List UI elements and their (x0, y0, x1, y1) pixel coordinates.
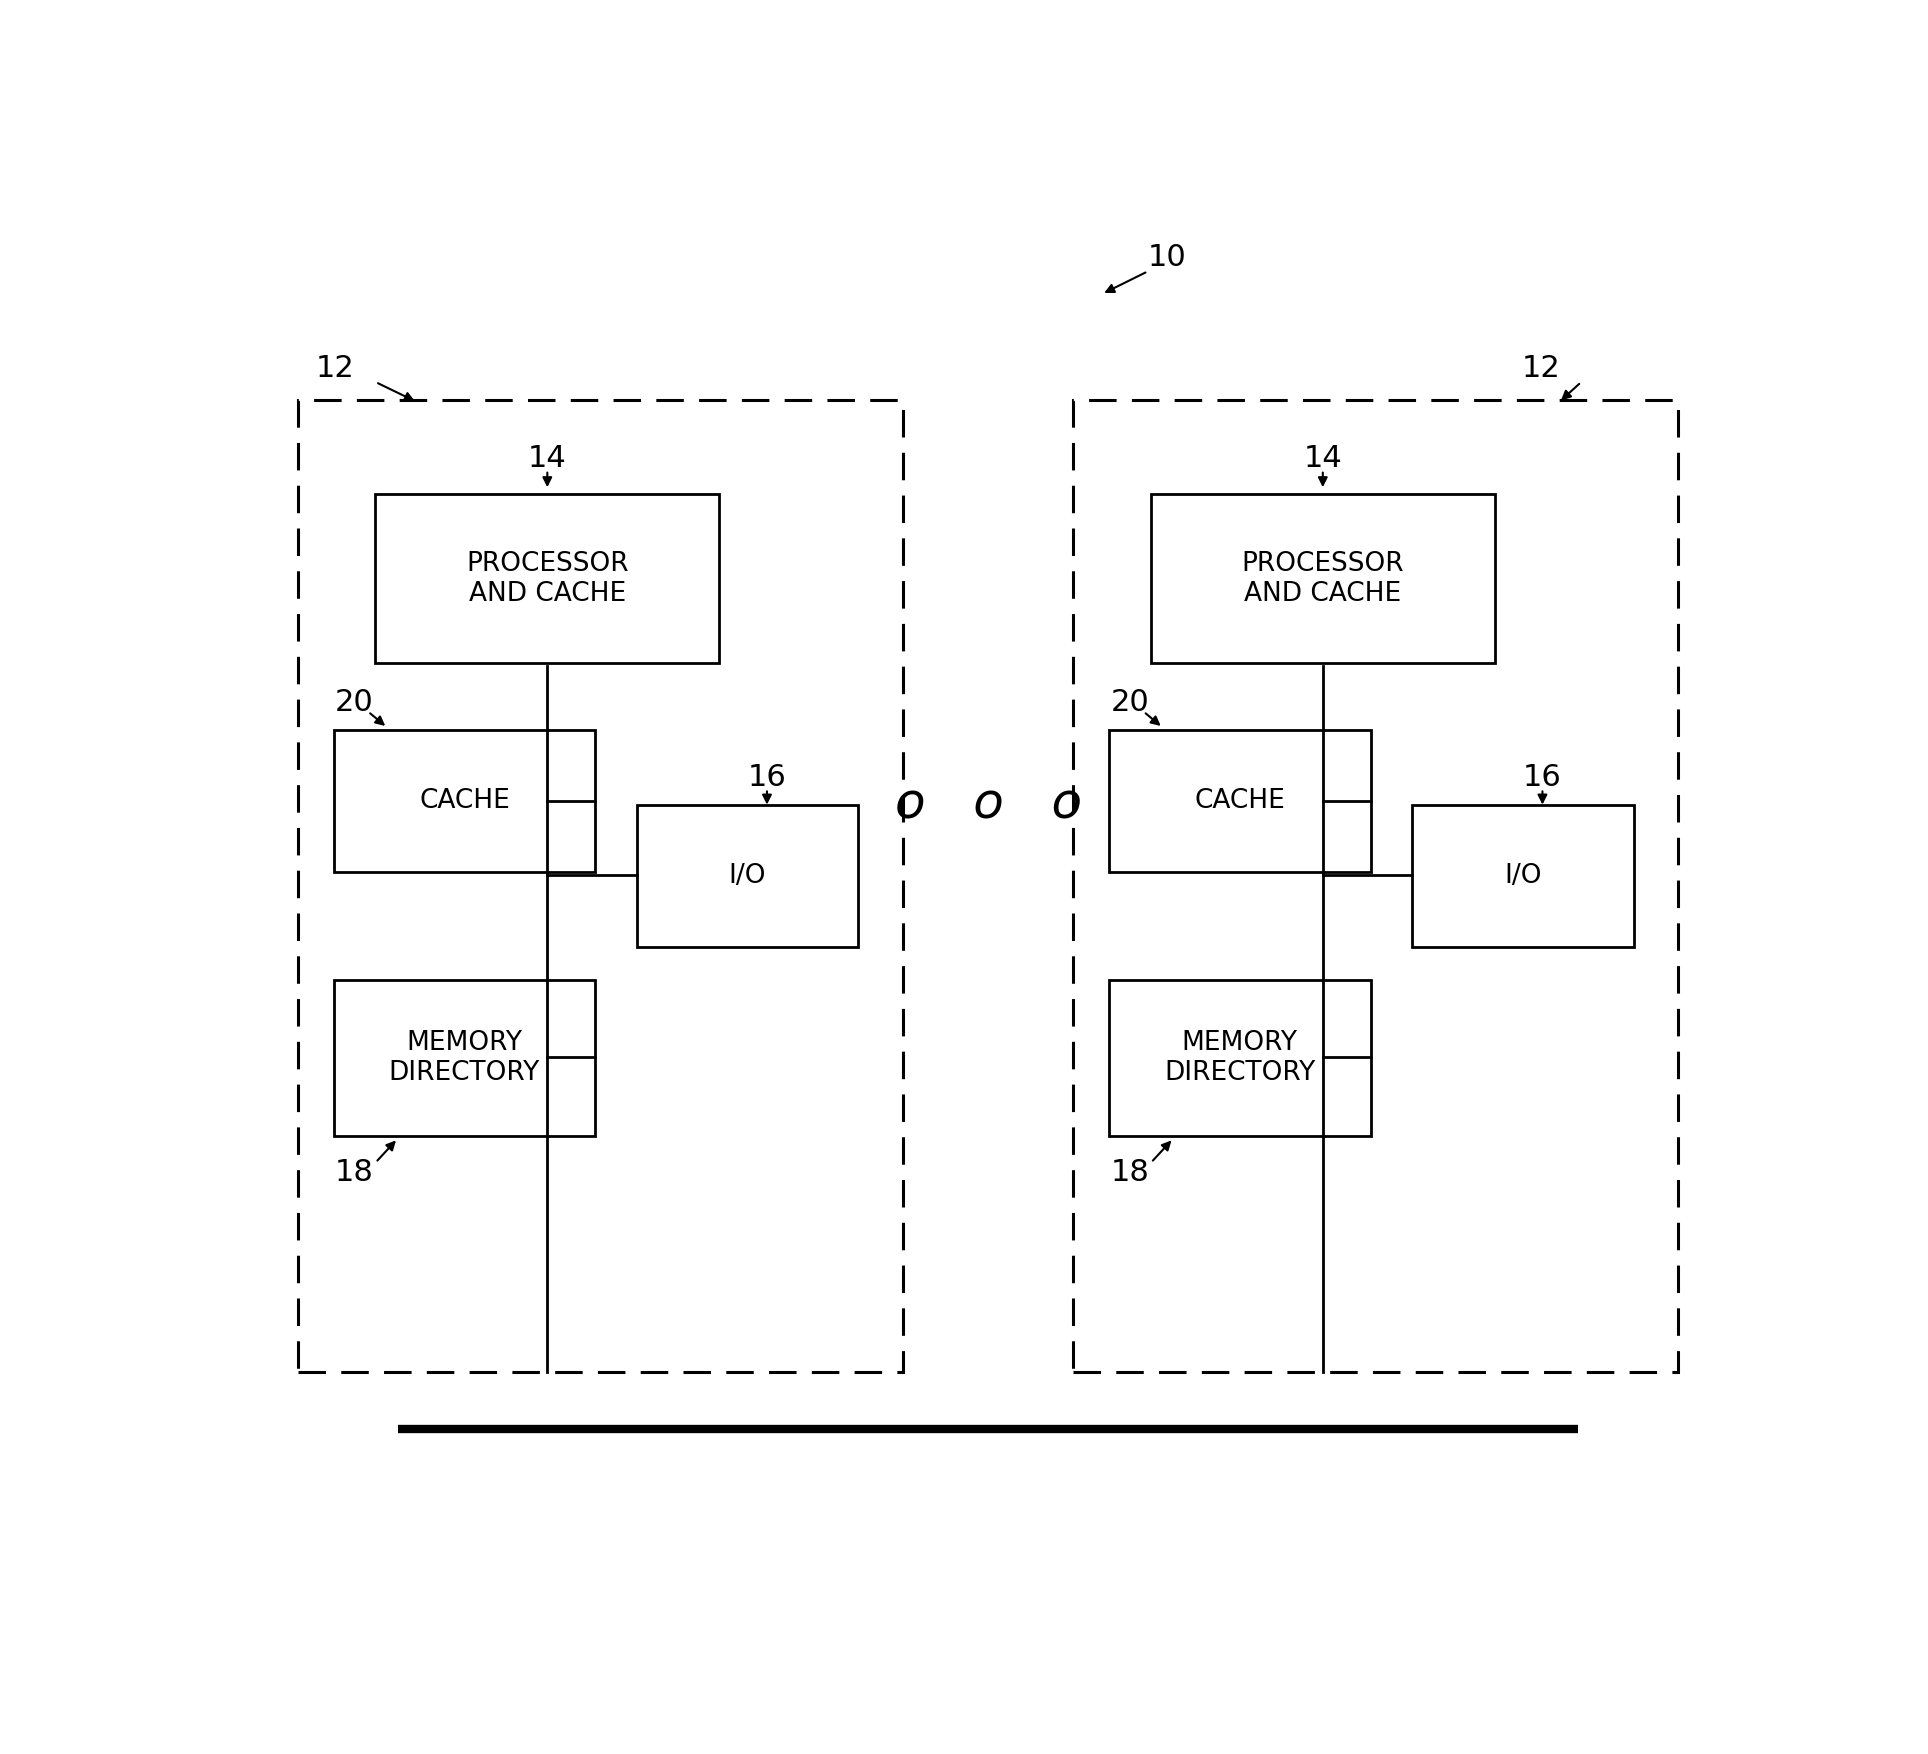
Text: I/O: I/O (729, 863, 765, 889)
Text: 20: 20 (1111, 688, 1149, 717)
Text: 10: 10 (1147, 244, 1188, 272)
Text: 14: 14 (1303, 444, 1342, 474)
Bar (1109, 730, 1371, 872)
Bar (334, 980, 596, 1135)
Bar (1413, 805, 1633, 947)
Bar (1109, 980, 1371, 1135)
Bar (1151, 495, 1494, 663)
Text: CACHE: CACHE (418, 788, 509, 814)
Text: 18: 18 (1111, 1158, 1149, 1187)
Text: MEMORY
DIRECTORY: MEMORY DIRECTORY (389, 1030, 540, 1086)
Bar (376, 495, 719, 663)
Text: 12: 12 (1521, 354, 1560, 382)
Text: I/O: I/O (1504, 863, 1542, 889)
Text: 18: 18 (335, 1158, 374, 1187)
Text: CACHE: CACHE (1195, 788, 1286, 814)
Text: 12: 12 (316, 354, 355, 382)
Text: PROCESSOR
AND CACHE: PROCESSOR AND CACHE (467, 551, 629, 607)
Text: o   o   o: o o o (895, 781, 1082, 828)
Bar (297, 400, 902, 1372)
Bar (1074, 400, 1679, 1372)
Text: MEMORY
DIRECTORY: MEMORY DIRECTORY (1165, 1030, 1315, 1086)
Text: 16: 16 (748, 763, 787, 793)
Text: 14: 14 (528, 444, 567, 474)
Text: PROCESSOR
AND CACHE: PROCESSOR AND CACHE (1242, 551, 1404, 607)
Bar (334, 730, 596, 872)
Text: 16: 16 (1523, 763, 1562, 793)
Text: 20: 20 (335, 688, 374, 717)
Bar (636, 805, 858, 947)
